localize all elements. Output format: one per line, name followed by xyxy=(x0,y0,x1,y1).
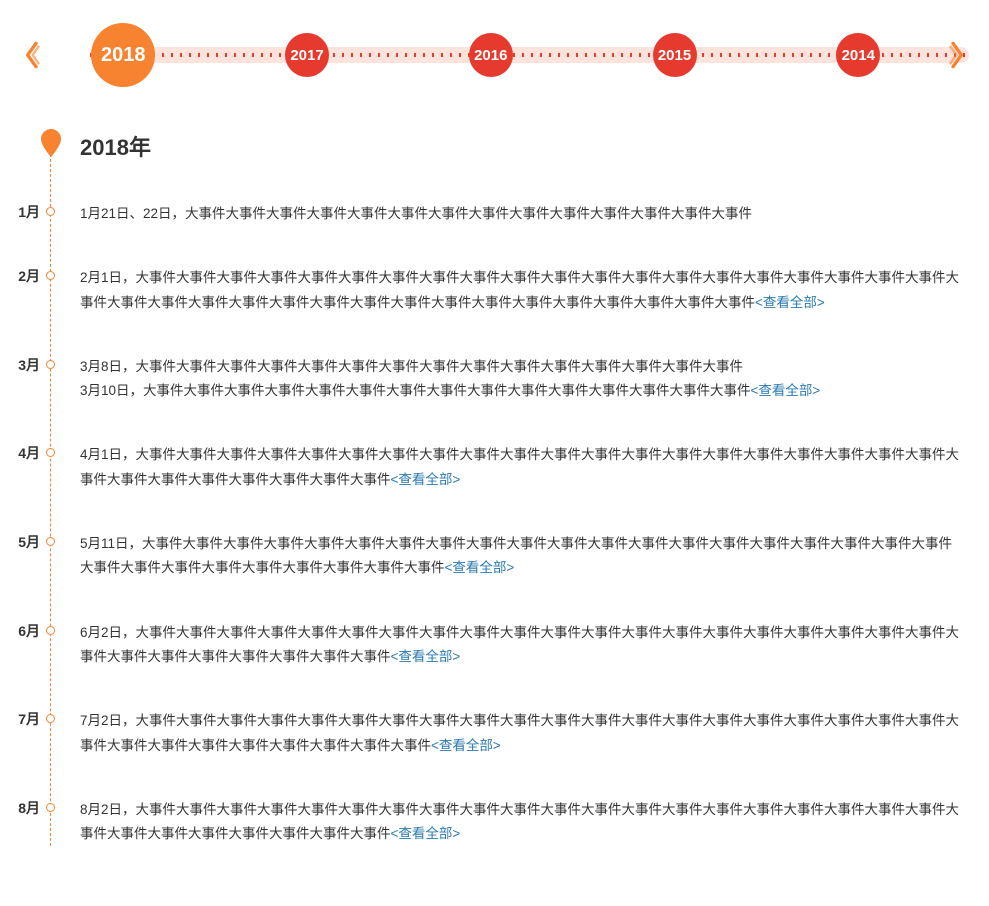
view-all-link[interactable]: <查看全部> xyxy=(391,826,461,841)
event-text: 1月21日、22日，大事件大事件大事件大事件大事件大事件大事件大事件大事件大事件… xyxy=(80,206,752,221)
month-label: 6月 xyxy=(10,621,40,641)
year-node-2016[interactable]: 2016 xyxy=(469,33,513,77)
month-label: 4月 xyxy=(10,443,40,463)
year-node-label: 2014 xyxy=(842,47,875,64)
year-node-label: 2015 xyxy=(658,47,691,64)
next-year-arrow[interactable] xyxy=(947,35,969,75)
month-block: 7月7月2日，大事件大事件大事件大事件大事件大事件大事件大事件大事件大事件大事件… xyxy=(80,709,989,758)
event-item: 6月2日，大事件大事件大事件大事件大事件大事件大事件大事件大事件大事件大事件大事… xyxy=(80,621,959,670)
event-text: 4月1日，大事件大事件大事件大事件大事件大事件大事件大事件大事件大事件大事件大事… xyxy=(80,447,959,486)
year-node-label: 2018 xyxy=(101,44,146,67)
view-all-link[interactable]: <查看全部> xyxy=(445,560,515,575)
year-node-2017[interactable]: 2017 xyxy=(285,33,329,77)
month-block: 4月4月1日，大事件大事件大事件大事件大事件大事件大事件大事件大事件大事件大事件… xyxy=(80,443,989,492)
month-dot-icon xyxy=(46,271,55,280)
month-block: 5月5月11日，大事件大事件大事件大事件大事件大事件大事件大事件大事件大事件大事… xyxy=(80,532,989,581)
year-node-label: 2017 xyxy=(290,47,323,64)
month-block: 8月8月2日，大事件大事件大事件大事件大事件大事件大事件大事件大事件大事件大事件… xyxy=(80,798,989,847)
view-all-link[interactable]: <查看全部> xyxy=(391,649,461,664)
event-item: 3月10日，大事件大事件大事件大事件大事件大事件大事件大事件大事件大事件大事件大… xyxy=(80,379,959,403)
month-dot-icon xyxy=(46,537,55,546)
view-all-link[interactable]: <查看全部> xyxy=(391,472,461,487)
month-dot-icon xyxy=(46,626,55,635)
year-selector: 2018 2017 2016 2015 2014 xyxy=(20,20,969,90)
event-item: 8月2日，大事件大事件大事件大事件大事件大事件大事件大事件大事件大事件大事件大事… xyxy=(80,798,959,847)
year-node-2015[interactable]: 2015 xyxy=(653,33,697,77)
month-dot-icon xyxy=(46,207,55,216)
timeline-line xyxy=(50,144,51,846)
event-text: 8月2日，大事件大事件大事件大事件大事件大事件大事件大事件大事件大事件大事件大事… xyxy=(80,802,959,841)
month-dot-icon xyxy=(46,360,55,369)
event-text: 3月10日，大事件大事件大事件大事件大事件大事件大事件大事件大事件大事件大事件大… xyxy=(80,383,751,398)
months-container: 1月1月21日、22日，大事件大事件大事件大事件大事件大事件大事件大事件大事件大… xyxy=(80,202,989,846)
year-marker-icon xyxy=(41,129,61,157)
chevron-right-icon xyxy=(949,40,967,70)
event-item: 5月11日，大事件大事件大事件大事件大事件大事件大事件大事件大事件大事件大事件大… xyxy=(80,532,959,581)
event-text: 7月2日，大事件大事件大事件大事件大事件大事件大事件大事件大事件大事件大事件大事… xyxy=(80,713,959,752)
chevron-left-icon xyxy=(22,40,40,70)
view-all-link[interactable]: <查看全部> xyxy=(755,295,825,310)
view-all-link[interactable]: <查看全部> xyxy=(431,738,501,753)
event-text: 6月2日，大事件大事件大事件大事件大事件大事件大事件大事件大事件大事件大事件大事… xyxy=(80,625,959,664)
month-dot-icon xyxy=(46,448,55,457)
month-label: 2月 xyxy=(10,266,40,286)
month-label: 7月 xyxy=(10,709,40,729)
year-node-2014[interactable]: 2014 xyxy=(836,33,880,77)
view-all-link[interactable]: <查看全部> xyxy=(751,383,821,398)
year-node-label: 2016 xyxy=(474,47,507,64)
month-dot-icon xyxy=(46,803,55,812)
event-item: 4月1日，大事件大事件大事件大事件大事件大事件大事件大事件大事件大事件大事件大事… xyxy=(80,443,959,492)
month-label: 5月 xyxy=(10,532,40,552)
event-text: 2月1日，大事件大事件大事件大事件大事件大事件大事件大事件大事件大事件大事件大事… xyxy=(80,270,959,309)
event-text: 5月11日，大事件大事件大事件大事件大事件大事件大事件大事件大事件大事件大事件大… xyxy=(80,536,952,575)
month-block: 1月1月21日、22日，大事件大事件大事件大事件大事件大事件大事件大事件大事件大… xyxy=(80,202,989,226)
month-label: 1月 xyxy=(10,202,40,222)
year-node-2018[interactable]: 2018 xyxy=(91,23,155,87)
year-nodes: 2018 2017 2016 2015 2014 xyxy=(62,20,937,90)
timeline-year-title: 2018年 xyxy=(80,130,989,162)
timeline-year-header: 2018年 xyxy=(80,130,989,162)
month-block: 6月6月2日，大事件大事件大事件大事件大事件大事件大事件大事件大事件大事件大事件… xyxy=(80,621,989,670)
prev-year-arrow[interactable] xyxy=(20,35,42,75)
timeline: 2018年 1月1月21日、22日，大事件大事件大事件大事件大事件大事件大事件大… xyxy=(50,130,989,846)
month-label: 3月 xyxy=(10,355,40,375)
month-dot-icon xyxy=(46,714,55,723)
event-item: 7月2日，大事件大事件大事件大事件大事件大事件大事件大事件大事件大事件大事件大事… xyxy=(80,709,959,758)
month-label: 8月 xyxy=(10,798,40,818)
month-block: 2月2月1日，大事件大事件大事件大事件大事件大事件大事件大事件大事件大事件大事件… xyxy=(80,266,989,315)
event-item: 1月21日、22日，大事件大事件大事件大事件大事件大事件大事件大事件大事件大事件… xyxy=(80,202,959,226)
event-item: 3月8日，大事件大事件大事件大事件大事件大事件大事件大事件大事件大事件大事件大事… xyxy=(80,355,959,379)
month-block: 3月3月8日，大事件大事件大事件大事件大事件大事件大事件大事件大事件大事件大事件… xyxy=(80,355,989,404)
event-text: 3月8日，大事件大事件大事件大事件大事件大事件大事件大事件大事件大事件大事件大事… xyxy=(80,359,743,374)
event-item: 2月1日，大事件大事件大事件大事件大事件大事件大事件大事件大事件大事件大事件大事… xyxy=(80,266,959,315)
